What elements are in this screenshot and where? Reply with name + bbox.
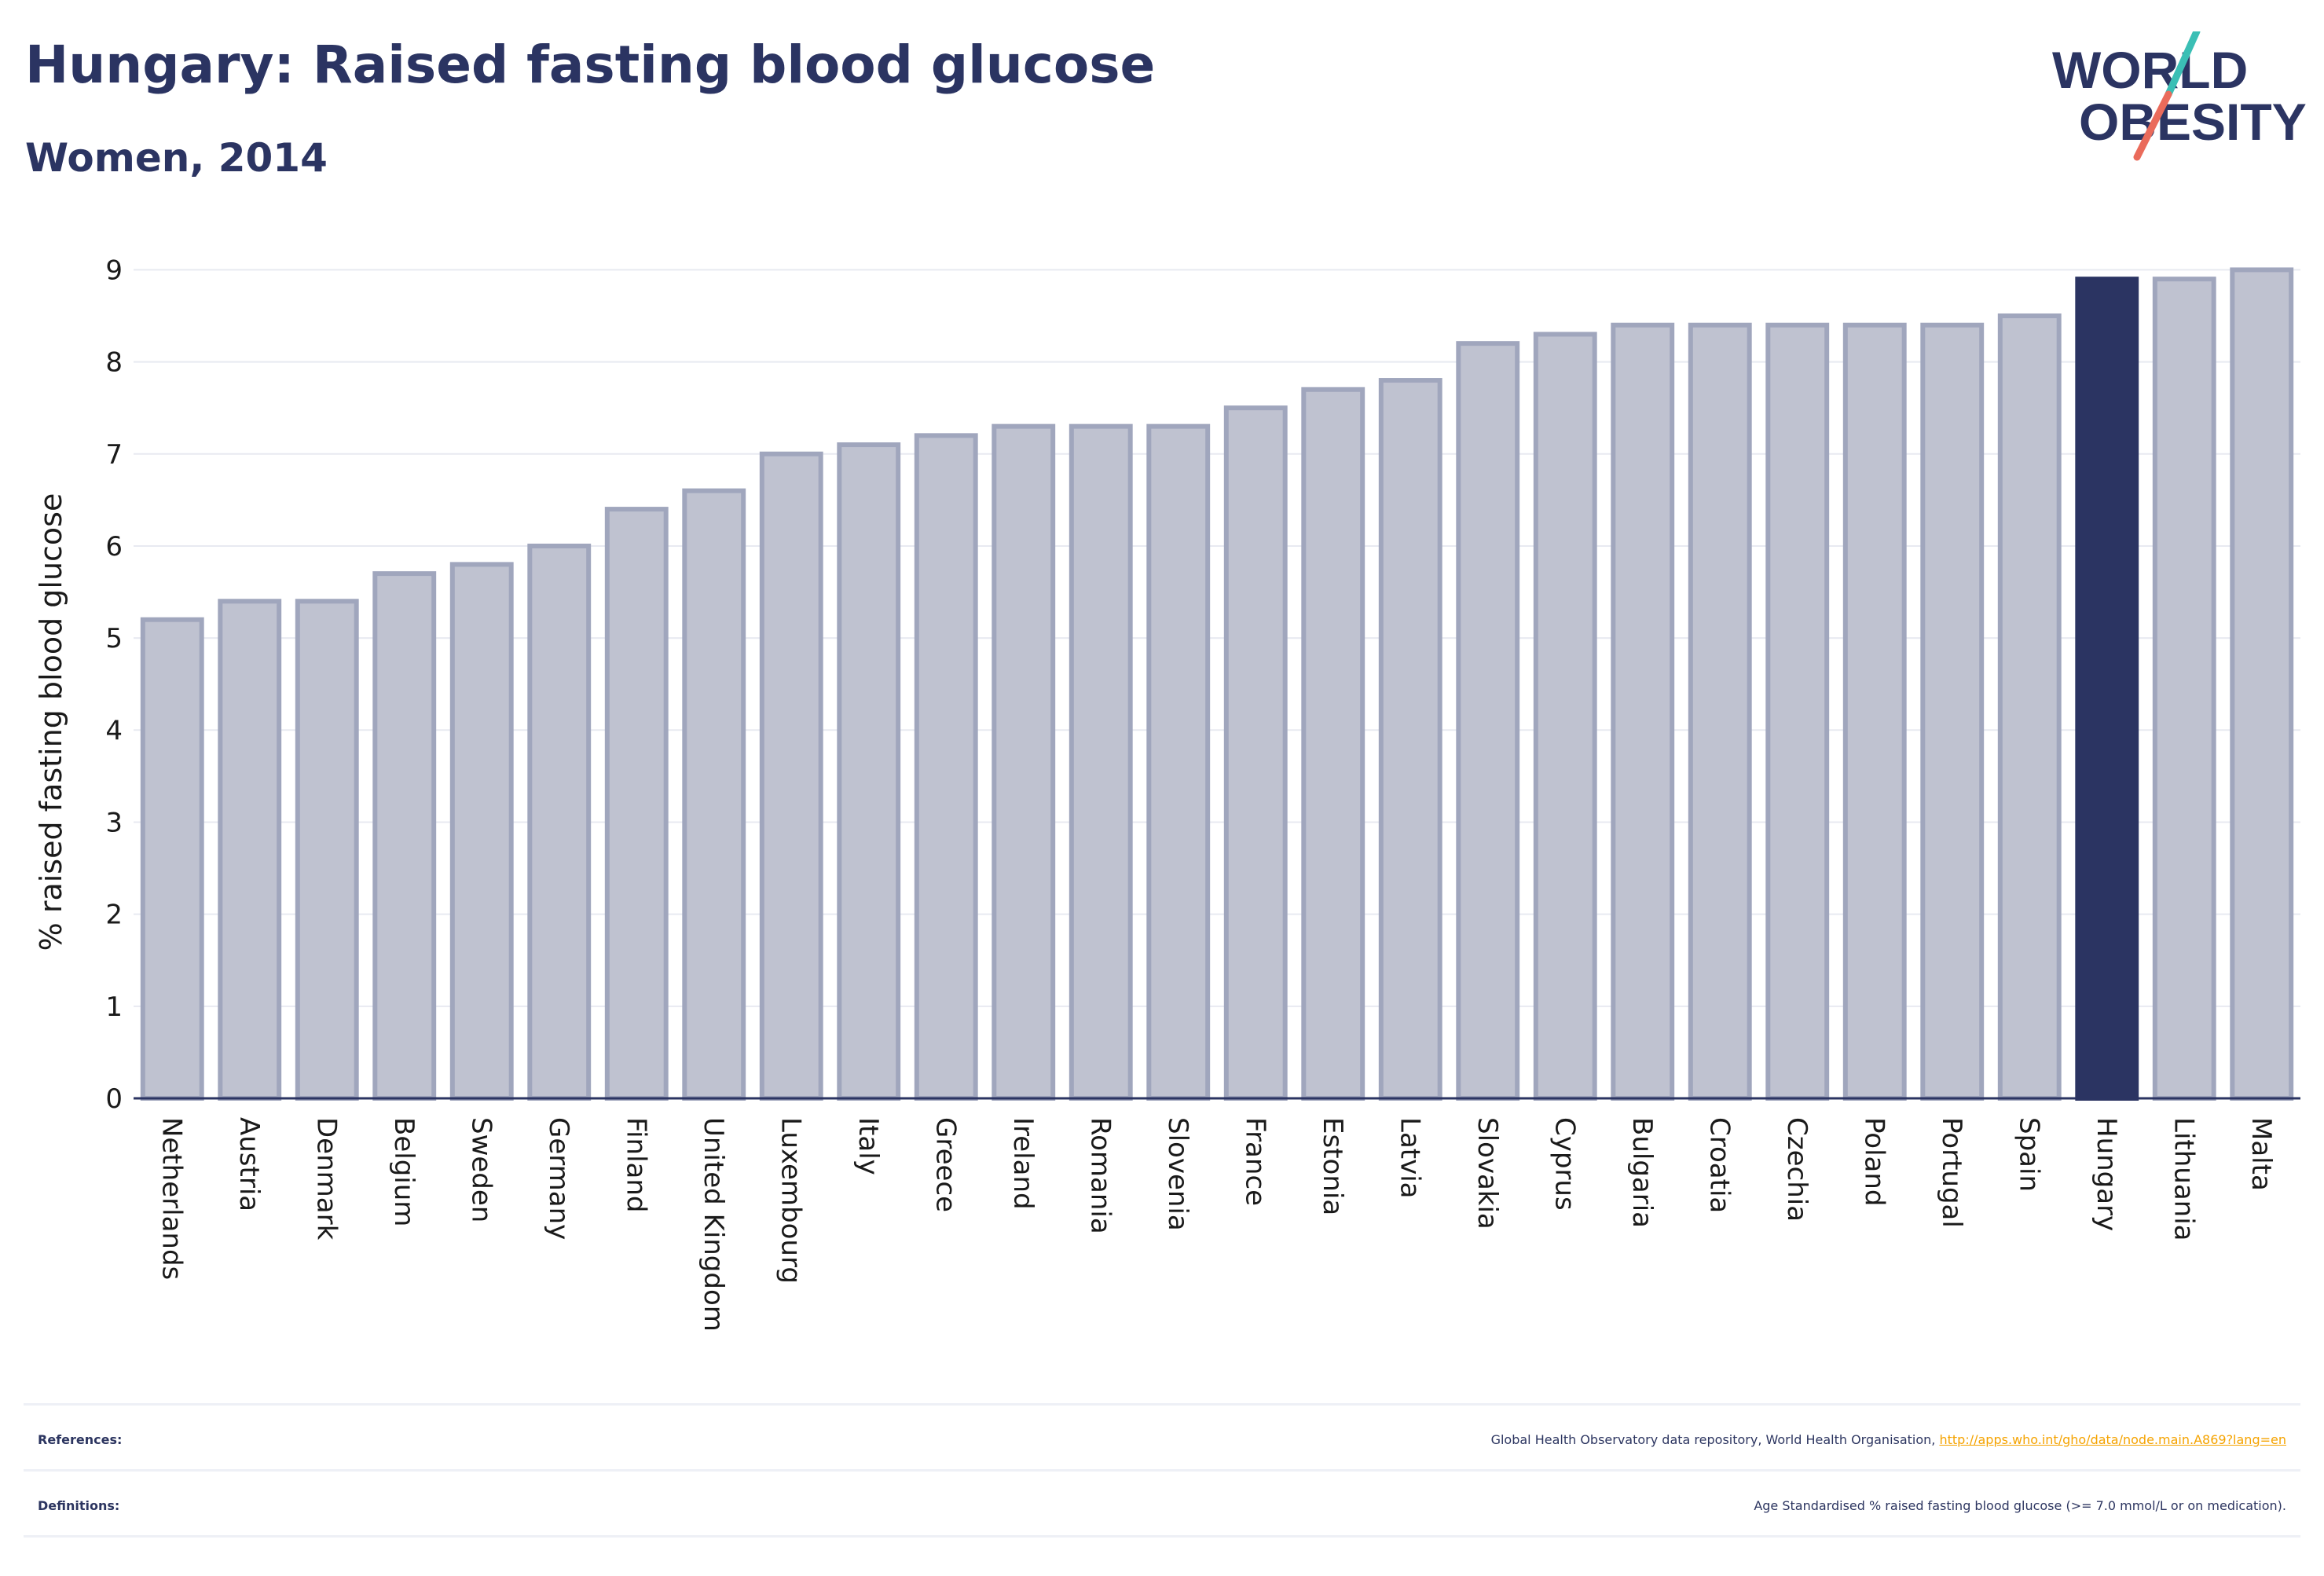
references-text: Global Health Observatory data repositor… [1490, 1431, 1940, 1447]
x-tick-label: Netherlands [156, 1117, 187, 1280]
bar [1842, 322, 1907, 1101]
divider [24, 1403, 2300, 1406]
bar [449, 562, 514, 1101]
bar [1688, 322, 1752, 1101]
bar [1146, 423, 1211, 1101]
divider [24, 1469, 2300, 1472]
bar [1765, 322, 1830, 1101]
x-tick-label: Romania [1084, 1117, 1116, 1234]
bar [1533, 332, 1597, 1101]
references-label: References: [38, 1431, 123, 1447]
bar [992, 423, 1056, 1101]
bar-chart: 0 1 2 3 4 5 6 7 8 9 % raised fasting blood glucose… [34, 255, 2300, 1332]
y-tick-label: 3 [105, 807, 123, 838]
x-tick-label: Spain [2013, 1117, 2044, 1192]
y-tick-label: 2 [105, 900, 123, 931]
bar [1301, 387, 1365, 1101]
bar [837, 442, 901, 1101]
references-row: References: Global Health Observatory da… [24, 1408, 2300, 1471]
x-tick-label: Latvia [1394, 1117, 1425, 1199]
definitions-label: Definitions: [38, 1497, 120, 1513]
bar [2152, 277, 2216, 1101]
x-tick-label: Lithuania [2168, 1117, 2199, 1241]
y-tick-label: 1 [105, 991, 123, 1023]
logo-line1: WORLD [2052, 41, 2248, 99]
y-tick-label: 5 [105, 623, 123, 654]
bar [1920, 322, 1985, 1101]
y-tick-label: 9 [105, 255, 123, 286]
x-tick-label: Sweden [465, 1117, 497, 1222]
bar [140, 617, 204, 1101]
bar [372, 571, 437, 1101]
x-tick-label: Malta [2245, 1117, 2277, 1191]
y-tick-label: 8 [105, 347, 123, 379]
logo-slash-teal [2165, 31, 2201, 98]
x-tick-label: Bulgaria [1626, 1117, 1658, 1228]
x-tick-label: Italy [852, 1117, 884, 1175]
x-tick-label: Belgium [388, 1117, 420, 1226]
bar [295, 599, 359, 1101]
bar [759, 451, 823, 1101]
bar [2075, 277, 2139, 1101]
x-tick-label: Portugal [1936, 1117, 1967, 1228]
references-link[interactable]: http://apps.who.int/gho/data/node.main.A… [1939, 1431, 2286, 1447]
page-title: Hungary: Raised fasting blood glucose [25, 35, 1156, 95]
x-tick-label: Germany [543, 1117, 574, 1240]
x-tick-label: Greece [929, 1117, 961, 1212]
x-tick-label: Ireland [1007, 1117, 1039, 1210]
bar [914, 433, 978, 1101]
bar [527, 543, 592, 1101]
x-tick-label: Croatia [1703, 1117, 1735, 1213]
y-tick-label: 6 [105, 531, 123, 563]
y-tick-label: 7 [105, 439, 123, 471]
references-value: Global Health Observatory data repositor… [1491, 1432, 2300, 1447]
x-tick-label: France [1239, 1117, 1270, 1206]
y-tick-label: 4 [105, 715, 123, 746]
bar [2230, 267, 2294, 1101]
bar [1069, 423, 1133, 1101]
definitions-row: Definitions: Age Standardised % raised f… [24, 1474, 2300, 1537]
y-axis-title: % raised fasting blood glucose [34, 493, 68, 951]
x-tick-label: Cyprus [1549, 1117, 1580, 1211]
logo-line2: OBESITY [2079, 93, 2307, 151]
definitions-value: Age Standardised % raised fasting blood … [1754, 1497, 2286, 1513]
bar [1611, 322, 1675, 1101]
x-tick-label: Slovenia [1162, 1117, 1193, 1231]
x-tick-label: Czechia [1781, 1117, 1813, 1222]
divider [24, 1535, 2300, 1538]
bar [1997, 313, 2062, 1101]
x-tick-label: Estonia [1317, 1117, 1348, 1215]
bar [604, 507, 669, 1101]
x-tick-label: Hungary [2091, 1117, 2122, 1231]
x-tick-label: Luxembourg [775, 1117, 806, 1284]
x-tick-label: Poland [1858, 1117, 1890, 1207]
bar [1223, 405, 1288, 1101]
logo-slash-coral [2133, 90, 2172, 161]
x-tick-label: United Kingdom [698, 1117, 729, 1332]
bar [1456, 341, 1520, 1101]
bar [218, 599, 282, 1101]
page-subtitle: Women, 2014 [25, 135, 328, 181]
x-tick-label: Austria [233, 1117, 265, 1211]
x-tick-label: Denmark [310, 1117, 342, 1241]
y-tick-label: 0 [105, 1083, 123, 1115]
x-tick-label: Slovakia [1472, 1117, 1503, 1230]
bar [682, 488, 746, 1101]
bar [1378, 378, 1442, 1101]
world-obesity-logo: WORLD OBESITY [2052, 31, 2307, 161]
x-tick-label: Finland [620, 1117, 651, 1213]
